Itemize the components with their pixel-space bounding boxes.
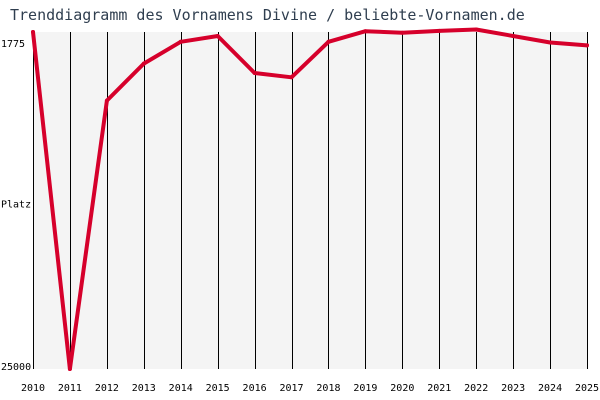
x-tick-label-2012: 2012: [95, 383, 119, 394]
x-tick-label-2019: 2019: [353, 383, 377, 394]
data-point-2019: [363, 29, 368, 34]
x-tick-label-2017: 2017: [279, 383, 303, 394]
data-point-2017: [289, 75, 294, 80]
series-line: [31, 27, 589, 371]
grid-lines: [33, 32, 588, 369]
tick-labels: 2010 2011 2012 2013 2014 2015 2016 2017 2018 2019…: [1, 39, 599, 394]
data-point-2011: [67, 367, 72, 371]
data-point-2013: [141, 61, 146, 66]
x-tick-label-2024: 2024: [538, 383, 562, 394]
x-tick-label-2014: 2014: [169, 383, 193, 394]
data-point-2025: [585, 43, 589, 48]
data-point-2015: [215, 34, 220, 38]
x-tick-label-2011: 2011: [58, 383, 82, 394]
chart-title: Trenddiagramm des Vornamens Divine / bel…: [10, 6, 525, 24]
y-tick-label-top: 1775: [1, 39, 25, 50]
data-point-2018: [326, 39, 331, 44]
x-tick-label-2023: 2023: [501, 383, 525, 394]
data-point-2022: [474, 27, 479, 32]
x-tick-label-2018: 2018: [316, 383, 340, 394]
x-tick-label-2022: 2022: [464, 383, 488, 394]
y-tick-label-bottom: 25000: [1, 362, 31, 373]
y-axis-label: Platz: [1, 200, 31, 211]
data-point-2014: [178, 39, 183, 44]
x-tick-label-2015: 2015: [206, 383, 230, 394]
series-lines: [31, 27, 589, 371]
data-point-2020: [400, 30, 405, 35]
x-tick-label-2020: 2020: [390, 383, 414, 394]
data-point-2023: [511, 34, 516, 38]
data-point-2012: [104, 98, 109, 103]
data-point-2010: [31, 30, 35, 34]
x-tick-label-2021: 2021: [427, 383, 451, 394]
data-point-2021: [437, 28, 442, 33]
x-tick-label-2025: 2025: [575, 383, 599, 394]
x-tick-label-2016: 2016: [243, 383, 267, 394]
data-point-2016: [252, 71, 257, 75]
plot-background: [33, 32, 587, 369]
data-point-2024: [548, 40, 553, 45]
x-tick-label-2013: 2013: [132, 383, 156, 394]
x-tick-label-2010: 2010: [21, 383, 45, 394]
